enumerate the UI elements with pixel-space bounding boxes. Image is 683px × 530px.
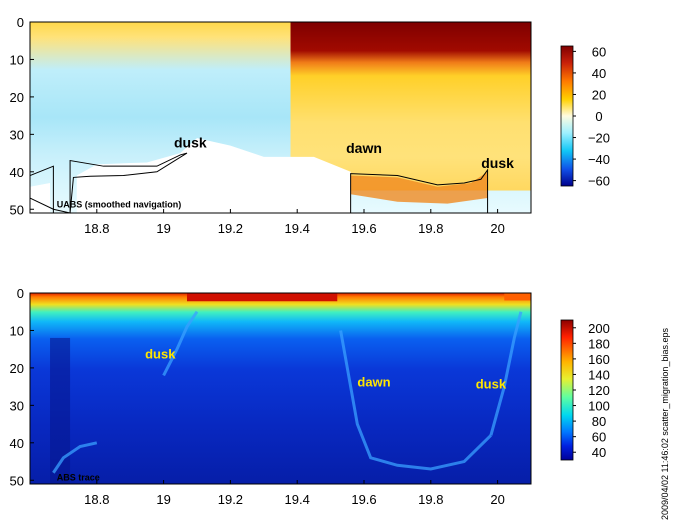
colorbar-tick-label: −40 [588, 152, 610, 167]
y-tick-label: 0 [17, 286, 24, 301]
x-tick-label: 19.8 [418, 492, 443, 507]
no-data-area [30, 183, 51, 213]
bottom-surface-hotspots [50, 293, 531, 484]
bottom-migration-curves [52, 310, 523, 474]
x-tick-label: 19.6 [351, 221, 376, 236]
y-tick-label: 50 [10, 473, 24, 488]
colorbar-tick-label: 40 [592, 445, 606, 460]
top-no-data-region [30, 138, 488, 213]
y-tick-label: 0 [17, 15, 24, 30]
deep-scatter-layer [350, 171, 488, 204]
no-data-area [76, 138, 351, 213]
annotation-dawn: dawn [357, 375, 390, 390]
colorbar-tick-label: 80 [592, 414, 606, 429]
colorbar-tick-label: 0 [595, 109, 602, 124]
bottom-colorbar-scale [560, 319, 574, 461]
top-colorbar-ticks: 60 40 20 0 −20 −40 −60 [573, 44, 610, 189]
top-x-axis: 18.8 19 19.2 19.4 19.6 19.8 20 [84, 209, 505, 236]
bottom-track-line [350, 168, 489, 213]
bottom-y-axis: 0 10 20 30 40 50 [10, 286, 34, 488]
y-tick-label: 30 [10, 127, 24, 142]
annotation-dusk: dusk [481, 155, 514, 171]
migration-curve [162, 310, 199, 377]
colorbar-tick-label: 160 [588, 352, 610, 367]
x-tick-label: 19.6 [351, 492, 376, 507]
colorbar-tick-label: 120 [588, 383, 610, 398]
x-tick-label: 19.8 [418, 221, 443, 236]
colorbar-tick-label: 40 [592, 66, 606, 81]
y-tick-label: 20 [10, 90, 24, 105]
annotation-dusk: dusk [476, 377, 507, 392]
bottom-plot-frame [29, 292, 532, 485]
y-tick-label: 10 [10, 323, 24, 338]
y-tick-label: 40 [10, 165, 24, 180]
colorbar-tick-label: 140 [588, 367, 610, 382]
x-tick-label: 19 [156, 492, 170, 507]
top-track-label: UABS (smoothed navigation) [57, 199, 182, 209]
colorbar-tick-label: −20 [588, 131, 610, 146]
bottom-panel: 18.8 19 19.2 19.4 19.6 19.8 20 0 10 20 30 40 50 dus… [10, 286, 532, 507]
x-tick-label: 20 [490, 221, 504, 236]
x-tick-label: 19.2 [218, 221, 243, 236]
dark-band [50, 337, 71, 484]
colorbar-tick-label: 60 [592, 44, 606, 59]
x-tick-label: 18.8 [84, 492, 109, 507]
x-tick-label: 19 [156, 221, 170, 236]
bottom-backscatter-field [30, 293, 531, 484]
top-high-scatter-zone [290, 22, 531, 191]
bottom-x-axis: 18.8 19 19.2 19.4 19.6 19.8 20 [84, 480, 505, 507]
y-tick-label: 40 [10, 436, 24, 451]
colorbar-tick-label: 100 [588, 399, 610, 414]
annotation-dusk: dusk [145, 347, 176, 362]
top-colorbar-scale [560, 45, 574, 187]
top-colorbar: 60 40 20 0 −20 −40 −60 [560, 44, 610, 189]
colorbar-tick-label: 20 [592, 87, 606, 102]
y-tick-label: 10 [10, 52, 24, 67]
colorbar-tick-label: 180 [588, 336, 610, 351]
annotation-dusk: dusk [174, 134, 207, 150]
colorbar-tick-label: 60 [592, 430, 606, 445]
x-tick-label: 19.4 [285, 492, 310, 507]
surface-hotspot [504, 293, 531, 301]
annotation-dawn: dawn [346, 140, 382, 156]
surface-hotspot [186, 293, 338, 302]
colorbar-tick-label: −60 [588, 174, 610, 189]
top-y-axis: 0 10 20 30 40 50 [10, 15, 34, 217]
top-plot-frame [29, 21, 532, 214]
y-tick-label: 30 [10, 398, 24, 413]
bottom-annotations: dusk dawn dusk [145, 347, 507, 392]
top-panel: 18.8 19 19.2 19.4 19.6 19.8 20 0 10 20 30 40 50 dus… [10, 15, 532, 236]
migration-curve [489, 311, 523, 436]
migration-curve [52, 441, 98, 474]
top-annotations: dusk dawn dusk [174, 134, 514, 171]
migration-curve [339, 330, 492, 471]
colorbar-tick-label: 200 [588, 321, 610, 336]
y-tick-label: 50 [10, 202, 24, 217]
x-tick-label: 19.2 [218, 492, 243, 507]
y-tick-label: 20 [10, 361, 24, 376]
x-tick-label: 19.4 [285, 221, 310, 236]
file-timestamp-label: 2009/04/02 11:46:02 scatter_migration_bi… [660, 328, 670, 520]
x-tick-label: 20 [490, 492, 504, 507]
x-tick-label: 18.8 [84, 221, 109, 236]
bottom-track-label: ABS trace [57, 472, 100, 482]
